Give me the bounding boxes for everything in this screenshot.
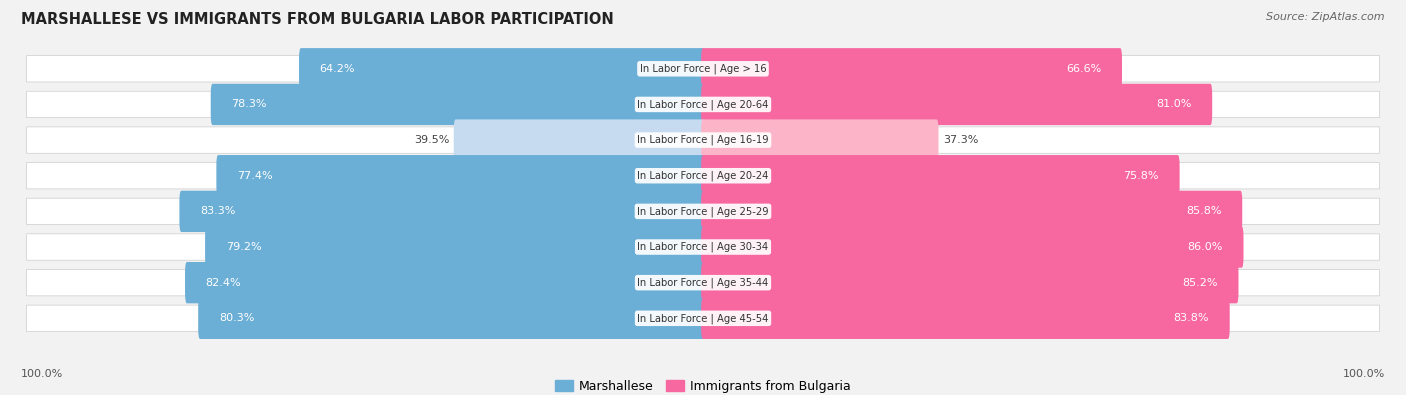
FancyBboxPatch shape <box>198 298 704 339</box>
Text: In Labor Force | Age 20-64: In Labor Force | Age 20-64 <box>637 99 769 110</box>
Text: 37.3%: 37.3% <box>943 135 979 145</box>
Text: 81.0%: 81.0% <box>1156 100 1191 109</box>
Text: 78.3%: 78.3% <box>232 100 267 109</box>
Text: In Labor Force | Age > 16: In Labor Force | Age > 16 <box>640 64 766 74</box>
Text: Source: ZipAtlas.com: Source: ZipAtlas.com <box>1267 12 1385 22</box>
Text: 39.5%: 39.5% <box>413 135 450 145</box>
FancyBboxPatch shape <box>702 191 1243 232</box>
FancyBboxPatch shape <box>27 305 1379 331</box>
Text: 66.6%: 66.6% <box>1066 64 1101 74</box>
FancyBboxPatch shape <box>702 48 1122 89</box>
FancyBboxPatch shape <box>702 119 938 161</box>
FancyBboxPatch shape <box>454 119 704 161</box>
FancyBboxPatch shape <box>27 234 1379 260</box>
FancyBboxPatch shape <box>702 84 1212 125</box>
Text: 100.0%: 100.0% <box>21 369 63 379</box>
Legend: Marshallese, Immigrants from Bulgaria: Marshallese, Immigrants from Bulgaria <box>550 375 856 395</box>
FancyBboxPatch shape <box>186 262 704 303</box>
Text: In Labor Force | Age 16-19: In Labor Force | Age 16-19 <box>637 135 769 145</box>
FancyBboxPatch shape <box>27 198 1379 225</box>
Text: 77.4%: 77.4% <box>238 171 273 181</box>
FancyBboxPatch shape <box>205 226 704 268</box>
Text: In Labor Force | Age 30-34: In Labor Force | Age 30-34 <box>637 242 769 252</box>
Text: 75.8%: 75.8% <box>1123 171 1159 181</box>
FancyBboxPatch shape <box>702 262 1239 303</box>
Text: In Labor Force | Age 20-24: In Labor Force | Age 20-24 <box>637 171 769 181</box>
Text: In Labor Force | Age 35-44: In Labor Force | Age 35-44 <box>637 277 769 288</box>
Text: 80.3%: 80.3% <box>219 313 254 324</box>
Text: In Labor Force | Age 25-29: In Labor Force | Age 25-29 <box>637 206 769 216</box>
Text: 85.8%: 85.8% <box>1187 206 1222 216</box>
FancyBboxPatch shape <box>27 91 1379 118</box>
FancyBboxPatch shape <box>27 56 1379 82</box>
FancyBboxPatch shape <box>27 269 1379 296</box>
Text: 83.3%: 83.3% <box>200 206 235 216</box>
FancyBboxPatch shape <box>299 48 704 89</box>
Text: 86.0%: 86.0% <box>1188 242 1223 252</box>
Text: 82.4%: 82.4% <box>205 278 242 288</box>
FancyBboxPatch shape <box>702 155 1180 196</box>
FancyBboxPatch shape <box>211 84 704 125</box>
Text: 85.2%: 85.2% <box>1182 278 1218 288</box>
FancyBboxPatch shape <box>217 155 704 196</box>
Text: 79.2%: 79.2% <box>226 242 262 252</box>
FancyBboxPatch shape <box>702 298 1230 339</box>
Text: 83.8%: 83.8% <box>1174 313 1209 324</box>
FancyBboxPatch shape <box>27 162 1379 189</box>
FancyBboxPatch shape <box>702 226 1243 268</box>
Text: MARSHALLESE VS IMMIGRANTS FROM BULGARIA LABOR PARTICIPATION: MARSHALLESE VS IMMIGRANTS FROM BULGARIA … <box>21 12 614 27</box>
Text: 100.0%: 100.0% <box>1343 369 1385 379</box>
Text: 64.2%: 64.2% <box>319 64 356 74</box>
FancyBboxPatch shape <box>27 127 1379 153</box>
FancyBboxPatch shape <box>180 191 704 232</box>
Text: In Labor Force | Age 45-54: In Labor Force | Age 45-54 <box>637 313 769 324</box>
